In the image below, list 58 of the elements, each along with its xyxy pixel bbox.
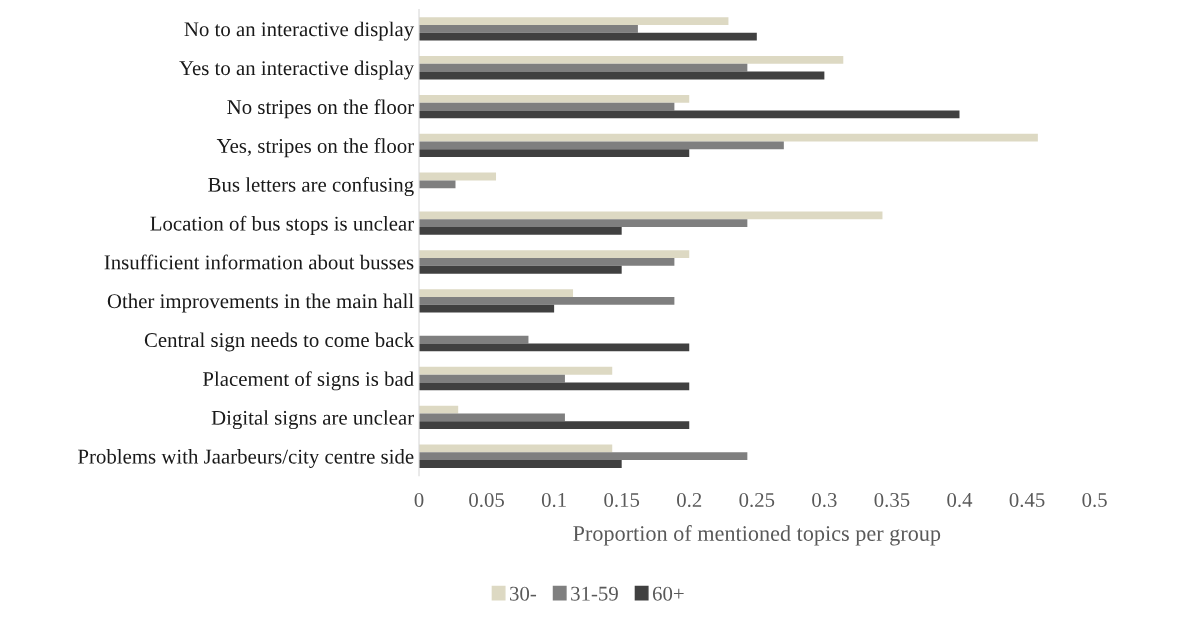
bar <box>419 452 748 461</box>
y-tick-label: Central sign needs to come back <box>144 332 415 352</box>
bar <box>419 133 1038 142</box>
y-tick-label: No stripes on the floor <box>227 99 414 119</box>
bar <box>419 24 638 33</box>
bar <box>419 211 883 220</box>
bar <box>419 258 675 266</box>
bar <box>419 335 529 344</box>
bar <box>419 180 456 189</box>
legend-label: 31-59 <box>571 586 618 601</box>
x-tick-label: 0.25 <box>739 492 775 508</box>
bar <box>419 56 844 64</box>
bar <box>419 343 690 352</box>
y-tick-label: Problems with Jaarbeurs/city centre side <box>78 449 414 468</box>
y-tick-label: No to an interactive display <box>184 21 415 41</box>
x-tick-label: 0 <box>414 492 424 507</box>
bar <box>419 421 690 430</box>
y-tick-label: Bus letters are confusing <box>208 176 414 197</box>
bar <box>419 413 565 422</box>
bar <box>419 17 729 25</box>
bar <box>419 374 565 383</box>
y-tick-label: Yes to an interactive display <box>179 60 415 80</box>
bar <box>419 141 784 150</box>
y-tick-label: Insufficient information about busses <box>104 254 414 270</box>
y-tick-label: Other improvements in the main hall <box>107 293 414 313</box>
bar <box>419 102 675 111</box>
x-tick-label: 0.3 <box>812 492 837 508</box>
x-tick-label: 0.2 <box>677 492 702 508</box>
bar <box>419 110 960 119</box>
bar <box>419 444 613 453</box>
y-tick-label: Placement of signs is bad <box>202 371 414 391</box>
bar <box>419 71 825 80</box>
y-tick-label: Location of bus stops is unclear <box>150 215 414 235</box>
legend-label: 30- <box>510 586 537 601</box>
y-tick-label: Yes, stripes on the floor <box>216 138 414 158</box>
bar <box>419 382 690 391</box>
bar <box>419 94 690 103</box>
bar <box>419 219 748 228</box>
y-tick-label: Digital signs are unclear <box>211 410 414 430</box>
bar <box>419 289 574 297</box>
bar <box>419 32 757 41</box>
x-axis-title: Proportion of mentioned topics per group <box>573 525 941 546</box>
x-tick-label: 0.15 <box>604 492 640 508</box>
bar <box>419 265 622 274</box>
x-tick-label: 0.5 <box>1082 492 1107 508</box>
bar <box>419 149 690 158</box>
bar <box>419 366 613 375</box>
bar <box>419 250 690 259</box>
x-tick-label: 0.1 <box>541 492 566 508</box>
bar <box>419 296 675 305</box>
legend-label: 60+ <box>652 586 684 601</box>
bar <box>419 460 622 468</box>
bar <box>419 227 622 235</box>
x-tick-label: 0.35 <box>874 492 910 508</box>
x-tick-label: 0.05 <box>469 492 504 508</box>
x-tick-label: 0.45 <box>1009 492 1045 508</box>
bar <box>419 63 748 72</box>
x-tick-label: 0.4 <box>947 492 973 508</box>
